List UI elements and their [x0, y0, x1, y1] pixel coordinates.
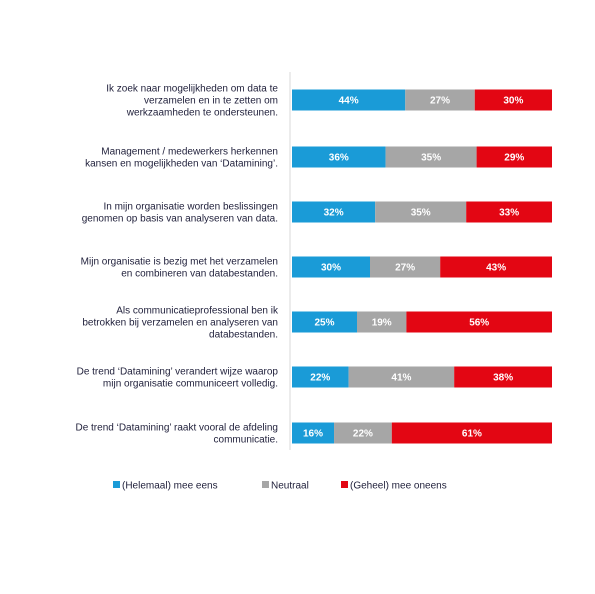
bar-segment [474, 89, 552, 111]
bar-segment [348, 366, 455, 388]
data-label: 38% [493, 373, 513, 384]
bar-segment [385, 146, 477, 168]
category-label-line: De trend ‘Datamining’ verandert wijze wa… [77, 367, 279, 378]
data-label: 41% [391, 373, 411, 384]
category-labels: Ik zoek naar mogelijkheden om data te ver… [75, 84, 279, 446]
bar-segment [440, 256, 552, 278]
data-label: 30% [503, 96, 523, 107]
category-label-line: werkzaamheden te ondersteunen. [126, 108, 278, 119]
legend-swatch [262, 481, 269, 488]
bar-segment [292, 366, 349, 388]
data-label: 27% [430, 96, 450, 107]
data-label: 36% [329, 153, 349, 164]
bar-segment [375, 201, 467, 223]
data-label: 43% [486, 263, 506, 274]
data-label: 19% [372, 318, 392, 329]
legend-label: Neutraal [271, 481, 309, 492]
category-label: Ik zoek naar mogelijkheden om data te ver… [106, 84, 278, 119]
bar-segment [292, 146, 386, 168]
bar-segment [476, 146, 552, 168]
data-label: 35% [421, 153, 441, 164]
category-label-line: genomen op basis van analyseren van data… [82, 214, 278, 225]
bar-segment [292, 422, 335, 444]
category-label: De trend ‘Datamining’ verandert wijze wa… [77, 367, 279, 390]
category-label: De trend ‘Datamining’ raakt vooral de af… [75, 423, 278, 446]
bar-segment [357, 311, 407, 333]
category-label-line: Mijn organisatie is bezig met het verzam… [81, 257, 278, 268]
data-label: 61% [462, 429, 482, 440]
bar-segment [292, 89, 406, 111]
data-label: 35% [411, 208, 431, 219]
legend: (Helemaal) mee eens Neutraal (Geheel) mee … [113, 481, 447, 492]
category-label-line: Als communicatieprofessional ben ik [116, 306, 279, 317]
data-label: 16% [303, 429, 323, 440]
data-label: 29% [504, 153, 524, 164]
data-label: 33% [499, 208, 519, 219]
bar-segment [454, 366, 552, 388]
bar-segment [405, 89, 475, 111]
category-label-line: verzamelen en in te zetten om [144, 96, 278, 107]
bars: 44% 27% 30% 36% 35% 29% 32% 35% 33% 30% 27% 43% 25% 1… [292, 89, 552, 444]
category-label: Management / medewerkers herkennen kansen… [85, 147, 278, 170]
legend-label: (Helemaal) mee eens [122, 481, 218, 492]
bar-segment [292, 201, 376, 223]
category-label: Als communicatieprofessional ben ik betro… [82, 306, 279, 341]
data-label: 22% [353, 429, 373, 440]
category-label-line: In mijn organisatie worden beslissingen [103, 202, 278, 213]
category-label-line: Ik zoek naar mogelijkheden om data te [106, 84, 278, 95]
bar-segment [370, 256, 441, 278]
bar-segment [406, 311, 552, 333]
bar-segment [292, 311, 357, 333]
bar-segment [334, 422, 392, 444]
legend-swatch [341, 481, 348, 488]
data-label: 22% [310, 373, 330, 384]
data-label: 25% [314, 318, 334, 329]
bar-segment [466, 201, 552, 223]
category-label-line: betrokken bij verzamelen en analyseren v… [82, 318, 278, 329]
data-label: 44% [339, 96, 359, 107]
category-label-line: kansen en mogelijkheden van ‘Datamining’… [85, 159, 278, 170]
category-label-line: mijn organisatie communiceert volledig. [103, 379, 278, 390]
category-label-line: communicatie. [214, 435, 278, 446]
category-label-line: databestanden. [209, 330, 278, 341]
data-label: 32% [324, 208, 344, 219]
legend-label: (Geheel) mee oneens [350, 481, 447, 492]
data-label: 30% [321, 263, 341, 274]
bar-segment [292, 256, 370, 278]
data-label: 56% [469, 318, 489, 329]
category-label: Mijn organisatie is bezig met het verzam… [81, 257, 278, 280]
category-label-line: Management / medewerkers herkennen [101, 147, 278, 158]
category-label-line: De trend ‘Datamining’ raakt vooral de af… [75, 423, 278, 434]
data-label: 27% [395, 263, 415, 274]
bar-segment [391, 422, 552, 444]
legend-swatch [113, 481, 120, 488]
category-label-line: en combineren van databestanden. [121, 269, 278, 280]
category-label: In mijn organisatie worden beslissingen g… [82, 202, 278, 225]
